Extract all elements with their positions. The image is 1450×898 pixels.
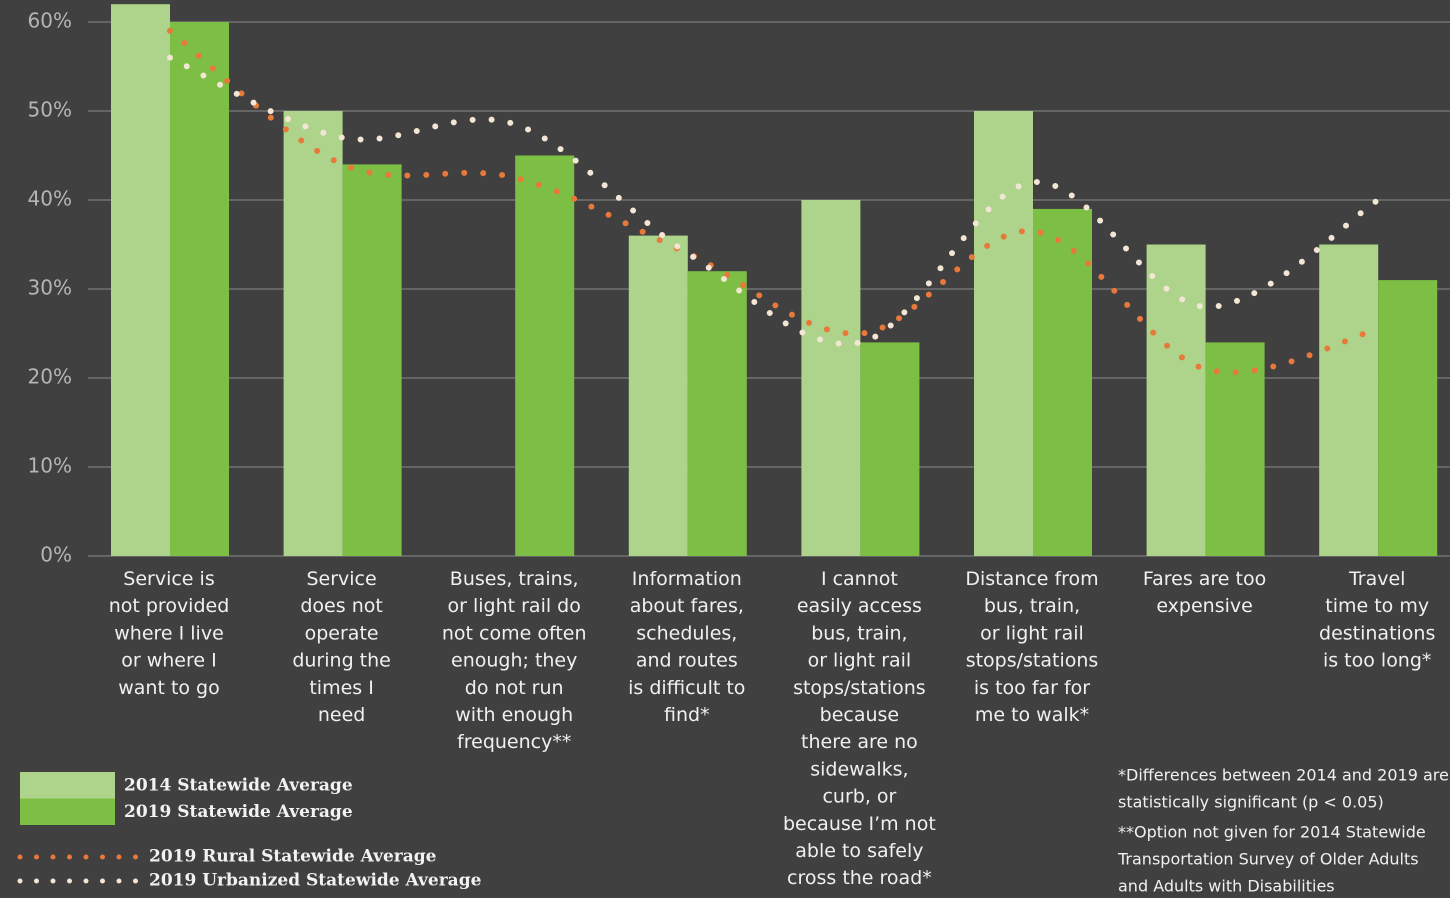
x-tick-label: I cannot easily access bus, train, or light… xyxy=(783,568,936,889)
bar xyxy=(283,111,343,556)
dotted-line xyxy=(167,54,1382,347)
footnote: *Differences between 2014 and 2019 are xyxy=(1118,766,1449,785)
bar xyxy=(687,271,747,556)
x-tick-label: Travel time to my destinations is too long* xyxy=(1319,568,1435,672)
bar xyxy=(801,200,861,556)
bar xyxy=(1378,280,1438,556)
y-tick-label: 10% xyxy=(28,454,72,478)
footnote: Transportation Survey of Older Adults xyxy=(1117,850,1419,869)
bar xyxy=(1146,244,1206,556)
dotted-line xyxy=(167,27,1382,376)
bar xyxy=(342,164,402,556)
x-tick-label: Buses, trains, or light rail do not come o… xyxy=(442,568,587,753)
bar xyxy=(1033,208,1092,556)
legend-label: 2019 Rural Statewide Average xyxy=(149,847,437,867)
y-tick-label: 30% xyxy=(28,276,72,300)
x-tick-label: Distance from bus, train, or light rail sto… xyxy=(965,568,1098,726)
y-tick-label: 40% xyxy=(28,187,72,211)
bar xyxy=(860,342,920,556)
legend-label: 2014 Statewide Average xyxy=(124,776,353,796)
footnote: **Option not given for 2014 Statewide xyxy=(1118,823,1426,842)
bar xyxy=(628,235,688,556)
bar xyxy=(515,155,575,556)
y-tick-label: 20% xyxy=(28,365,72,389)
x-tick-label: Information about fares, schedules, and rou… xyxy=(628,568,745,726)
bar xyxy=(1205,342,1265,556)
legend-label: 2019 Statewide Average xyxy=(124,802,353,822)
legend-swatch xyxy=(20,772,115,799)
x-tick-label: Fares are too expensive xyxy=(1143,568,1266,617)
bar xyxy=(111,4,170,556)
y-tick-label: 0% xyxy=(40,543,72,567)
footnote: statistically significant (p < 0.05) xyxy=(1118,793,1384,812)
y-tick-label: 60% xyxy=(28,9,72,33)
legend-label: 2019 Urbanized Statewide Average xyxy=(149,871,482,891)
bar xyxy=(170,22,229,556)
y-tick-label: 50% xyxy=(28,98,72,122)
bar xyxy=(1319,244,1379,556)
bar xyxy=(974,111,1033,556)
legend-swatch xyxy=(20,798,115,825)
x-tick-label: Service is not provided where I live or whe… xyxy=(109,568,230,699)
footnote: and Adults with Disabilities xyxy=(1118,877,1335,896)
